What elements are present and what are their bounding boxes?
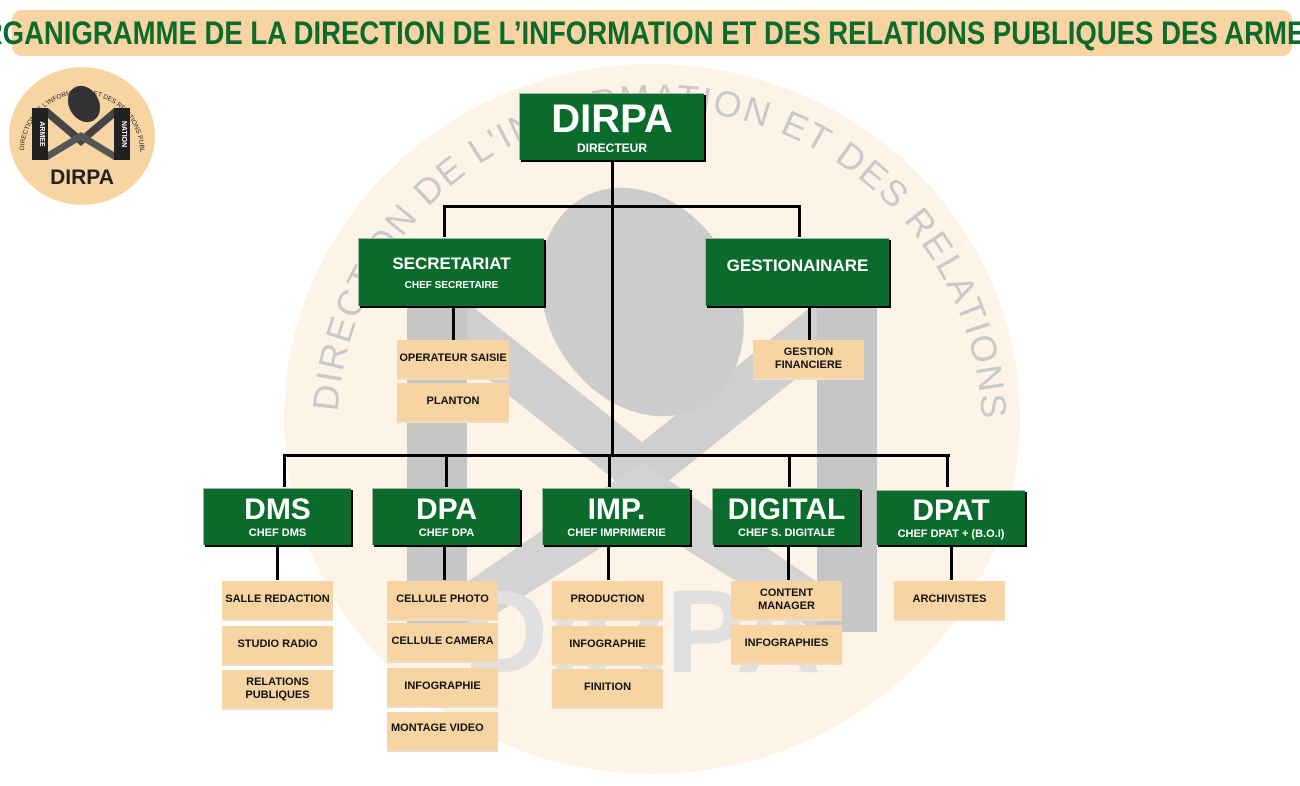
secretariat-role: CHEF SECRETAIRE: [404, 279, 499, 291]
logo-name: DIRPA: [50, 166, 114, 189]
division-unit: SALLE REDACTION: [222, 581, 333, 621]
upper-branch-line: [443, 205, 801, 208]
digital-link: [788, 454, 791, 487]
division-role: CHEF DPA: [418, 527, 475, 539]
division-box: DPAT CHEF DPAT + (B.O.I): [876, 490, 1025, 545]
dpa-link: [445, 454, 448, 487]
division-unit: PRODUCTION: [552, 581, 663, 621]
division-unit: CELLULE PHOTO: [387, 581, 498, 621]
secretariat-unit: PLANTON: [397, 383, 509, 423]
digital-units-link: [787, 545, 790, 580]
division-role: CHEF DMS: [248, 527, 307, 539]
division-unit: ARCHIVISTES: [894, 581, 1005, 621]
secretariat-unit: OPERATEUR SAISIE: [397, 340, 509, 380]
dpa-units-link: [443, 545, 446, 580]
logo-left-word: ARMEE: [38, 121, 45, 147]
director-role: DIRECTEUR: [576, 141, 647, 155]
division-unit: CONTENT MANAGER: [731, 581, 842, 621]
division-name: DIGITAL: [727, 493, 846, 526]
page-title: ORGANIGRAMME DE LA DIRECTION DE L’INFORM…: [0, 14, 1300, 51]
division-box: DIGITAL CHEF S. DIGITALE: [712, 488, 860, 545]
trunk-line: [611, 160, 614, 455]
imp-link: [608, 454, 611, 487]
secretariat-link: [443, 205, 446, 237]
division-name: DPAT: [912, 494, 990, 527]
dpat-link: [946, 454, 949, 487]
gestion-units-link: [808, 306, 811, 340]
gestion-box: GESTIONAINARE: [705, 238, 889, 306]
dpat-units-link: [950, 545, 953, 580]
division-unit: RELATIONS PUBLIQUES: [222, 670, 333, 710]
division-unit: INFOGRAPHIES: [731, 625, 842, 665]
division-box: DPA CHEF DPA: [372, 488, 520, 545]
secretariat-units-link: [452, 306, 455, 340]
director-box: DIRPA DIRECTEUR: [519, 93, 704, 160]
gestion-unit: GESTION FINANCIERE: [753, 340, 864, 380]
division-role: CHEF S. DIGITALE: [738, 527, 835, 539]
secretariat-box: SECRETARIAT CHEF SECRETAIRE: [358, 238, 544, 306]
division-name: DMS: [244, 493, 311, 526]
division-name: DPA: [415, 493, 478, 526]
logo-right-word: NATION: [120, 121, 127, 147]
division-unit: INFOGRAPHIE: [387, 668, 498, 708]
division-unit: STUDIO RADIO: [222, 626, 333, 666]
lower-branch-line: [283, 454, 950, 457]
gestion-name: GESTIONAINARE: [726, 256, 869, 275]
gestion-link: [798, 205, 801, 237]
division-role: CHEF DPAT + (B.O.I): [897, 528, 1005, 540]
imp-units-link: [607, 545, 610, 580]
title-banner: ORGANIGRAMME DE LA DIRECTION DE L’INFORM…: [0, 10, 1300, 56]
division-box: DMS CHEF DMS: [203, 488, 351, 545]
division-name: IMP.: [587, 493, 646, 526]
division-unit: FINITION: [552, 669, 663, 709]
dms-units-link: [276, 545, 279, 580]
dirpa-logo-icon: DIRECTION DE L'INFORMATION ET DES RELATI…: [8, 66, 155, 205]
division-unit: MONTAGE VIDEO: [387, 712, 498, 752]
division-role: CHEF IMPRIMERIE: [567, 527, 666, 539]
division-unit: CELLULE CAMERA: [387, 623, 498, 663]
secretariat-name: SECRETARIAT: [392, 253, 511, 273]
dms-link: [283, 454, 286, 487]
director-name: DIRPA: [551, 97, 673, 141]
division-box: IMP. CHEF IMPRIMERIE: [542, 488, 690, 545]
division-unit: INFOGRAPHIE: [552, 626, 663, 666]
